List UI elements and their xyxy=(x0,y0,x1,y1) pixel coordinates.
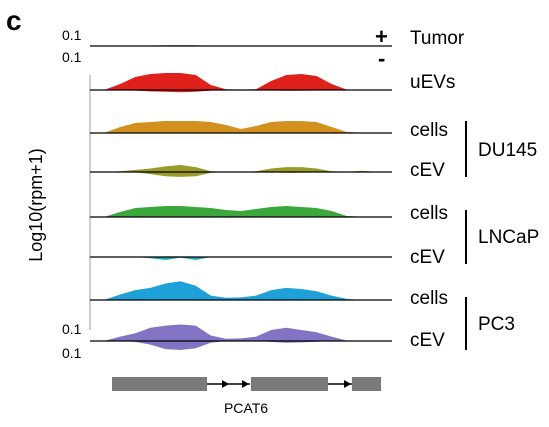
sample-label-1: uEVs xyxy=(410,72,455,93)
sample-label-4: cells xyxy=(410,203,448,224)
gene-model xyxy=(112,377,381,391)
scale-top-label: 0.1 xyxy=(62,27,82,43)
coverage-plus-6 xyxy=(90,281,392,300)
coverage-minus-5 xyxy=(90,257,392,260)
coverage-minus-7 xyxy=(90,341,392,350)
coverage-plus-7 xyxy=(90,324,392,341)
strand-arrow-1 xyxy=(222,380,229,388)
track-area xyxy=(90,45,392,350)
gene-name-label: PCAT6 xyxy=(224,400,268,416)
sample-label-0: Tumor xyxy=(410,28,465,49)
strand-plus-label: + xyxy=(375,24,388,49)
scale-top-label-bottom-track: 0.1 xyxy=(62,321,82,337)
sample-label-2: cells xyxy=(410,120,448,141)
group-label-lncap: LNCaP xyxy=(478,227,539,248)
sample-label-6: cells xyxy=(410,288,448,309)
coverage-plus-4 xyxy=(90,206,392,217)
scale-bottom-label: 0.1 xyxy=(62,49,82,65)
coverage-plus-1 xyxy=(90,73,392,90)
coverage-plus-2 xyxy=(90,121,392,133)
sample-label-5: cEV xyxy=(410,247,445,268)
exon-2 xyxy=(251,377,328,391)
sample-labels: Tumor uEVs cells cEV cells cEV cells cEV xyxy=(410,28,465,351)
strand-minus-label: - xyxy=(378,46,385,71)
strand-arrow-2 xyxy=(242,380,249,388)
sample-label-7: cEV xyxy=(410,330,445,351)
y-axis-title: Log10(rpm+1) xyxy=(26,148,46,262)
strand-arrow-3 xyxy=(344,380,351,388)
sample-label-3: cEV xyxy=(410,160,445,181)
group-label-pc3: PC3 xyxy=(478,314,515,335)
coverage-minus-3 xyxy=(90,172,392,177)
panel-letter: c xyxy=(6,5,22,36)
exon-3 xyxy=(352,377,381,391)
exon-1 xyxy=(112,377,207,391)
group-label-du145: DU145 xyxy=(478,140,537,161)
scale-bottom-label-bottom-track: 0.1 xyxy=(62,345,82,361)
coverage-plus-3 xyxy=(90,165,392,172)
